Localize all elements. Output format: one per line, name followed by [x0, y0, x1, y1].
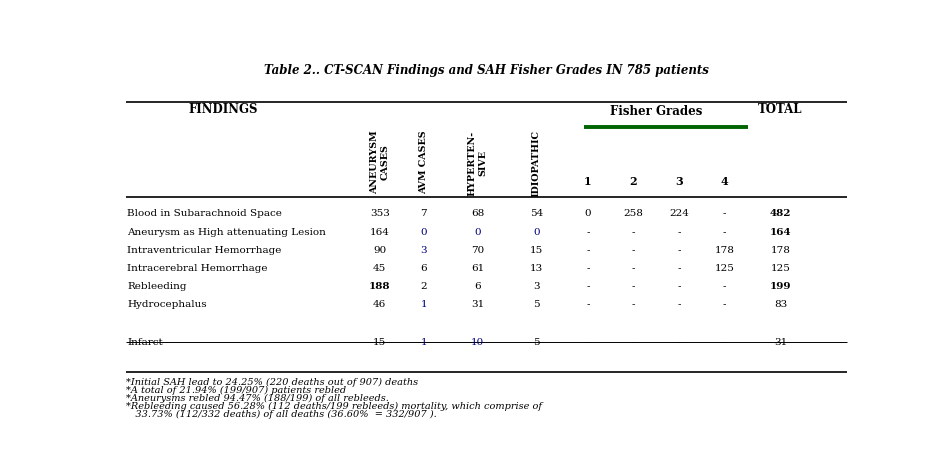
Text: 90: 90 [373, 246, 386, 255]
Text: Intraventricular Hemorrhage: Intraventricular Hemorrhage [127, 246, 282, 255]
Text: 0: 0 [585, 209, 591, 218]
Text: 3: 3 [533, 282, 540, 291]
Text: 33.73% (112/332 deaths) of all deaths (36.60%  = 332/907 ).: 33.73% (112/332 deaths) of all deaths (3… [126, 410, 437, 420]
Text: -: - [678, 300, 680, 309]
Text: 1: 1 [584, 176, 591, 187]
Text: FINDINGS: FINDINGS [188, 103, 258, 116]
Text: Intracerebral Hemorrhage: Intracerebral Hemorrhage [127, 264, 268, 273]
Text: *Aneurysms rebled 94.47% (188/199) of all rebleeds.: *Aneurysms rebled 94.47% (188/199) of al… [126, 394, 389, 403]
Text: 178: 178 [715, 246, 735, 255]
Text: 45: 45 [373, 264, 386, 273]
Text: 10: 10 [471, 338, 484, 347]
Text: -: - [723, 338, 726, 347]
Text: 15: 15 [530, 246, 543, 255]
Text: 2: 2 [629, 176, 638, 187]
Text: 3: 3 [675, 176, 683, 187]
Text: -: - [586, 300, 589, 309]
Text: 13: 13 [530, 264, 543, 273]
Text: Table 2.. CT-SCAN Findings and SAH Fisher Grades IN 785 patients: Table 2.. CT-SCAN Findings and SAH Fishe… [264, 64, 709, 77]
Text: 125: 125 [715, 264, 735, 273]
Text: TOTAL: TOTAL [758, 103, 803, 116]
Text: *Rebleeding caused 56.28% (112 deaths/199 rebleeds) mortality, which comprise of: *Rebleeding caused 56.28% (112 deaths/19… [126, 402, 542, 411]
Text: 178: 178 [771, 246, 791, 255]
Text: 125: 125 [771, 264, 791, 273]
Text: Blood in Subarachnoid Space: Blood in Subarachnoid Space [127, 209, 282, 218]
Text: -: - [723, 209, 726, 218]
Text: -: - [586, 246, 589, 255]
Text: IDIOPATHIC: IDIOPATHIC [531, 131, 541, 197]
Text: -: - [723, 282, 726, 291]
Text: 1: 1 [420, 300, 427, 309]
Text: 83: 83 [774, 300, 787, 309]
Text: 4: 4 [721, 176, 729, 187]
Text: Rebleeding: Rebleeding [127, 282, 187, 291]
Text: 31: 31 [471, 300, 484, 309]
Text: 15: 15 [373, 338, 386, 347]
Text: 46: 46 [373, 300, 386, 309]
Text: -: - [678, 228, 680, 237]
Text: 31: 31 [774, 338, 787, 347]
Text: -: - [632, 228, 635, 237]
Text: 482: 482 [770, 209, 791, 218]
Text: *Initial SAH lead to 24.25% (220 deaths out of 907) deaths: *Initial SAH lead to 24.25% (220 deaths … [126, 378, 419, 387]
Text: -: - [586, 228, 589, 237]
Text: Infarct: Infarct [127, 338, 163, 347]
Text: -: - [678, 282, 680, 291]
Text: -: - [632, 264, 635, 273]
Text: 1: 1 [420, 338, 427, 347]
Text: 68: 68 [471, 209, 484, 218]
Text: 0: 0 [533, 228, 540, 237]
Text: ANEURYSM
CASES: ANEURYSM CASES [370, 131, 389, 194]
Text: -: - [586, 338, 589, 347]
Text: 199: 199 [770, 282, 791, 291]
Text: Fisher Grades: Fisher Grades [610, 105, 702, 117]
Text: -: - [723, 228, 726, 237]
Text: -: - [586, 282, 589, 291]
Text: -: - [586, 264, 589, 273]
Text: -: - [632, 338, 635, 347]
Text: 54: 54 [530, 209, 543, 218]
Text: *A total of 21.94% (199/907) patients rebled: *A total of 21.94% (199/907) patients re… [126, 386, 346, 395]
Text: -: - [632, 246, 635, 255]
Text: 6: 6 [420, 264, 427, 273]
Text: 70: 70 [471, 246, 484, 255]
Text: HYPERTEN-
SIVE: HYPERTEN- SIVE [468, 131, 487, 196]
Text: 5: 5 [533, 338, 540, 347]
Text: -: - [678, 338, 680, 347]
Text: 5: 5 [533, 300, 540, 309]
Text: 164: 164 [370, 228, 390, 237]
Text: 224: 224 [669, 209, 689, 218]
Text: AVM CASES: AVM CASES [419, 131, 428, 194]
Text: 353: 353 [370, 209, 390, 218]
Text: -: - [632, 282, 635, 291]
Text: Hydrocephalus: Hydrocephalus [127, 300, 207, 309]
Text: Aneurysm as High attenuating Lesion: Aneurysm as High attenuating Lesion [127, 228, 326, 237]
Text: -: - [678, 246, 680, 255]
Text: 188: 188 [369, 282, 390, 291]
Text: 61: 61 [471, 264, 484, 273]
Text: 3: 3 [420, 246, 427, 255]
Text: 0: 0 [420, 228, 427, 237]
Text: -: - [723, 300, 726, 309]
Text: 258: 258 [623, 209, 643, 218]
Text: 2: 2 [420, 282, 427, 291]
Text: 164: 164 [770, 228, 791, 237]
Text: 6: 6 [474, 282, 481, 291]
Text: 7: 7 [420, 209, 427, 218]
Text: -: - [632, 300, 635, 309]
Text: 0: 0 [474, 228, 481, 237]
Text: -: - [678, 264, 680, 273]
